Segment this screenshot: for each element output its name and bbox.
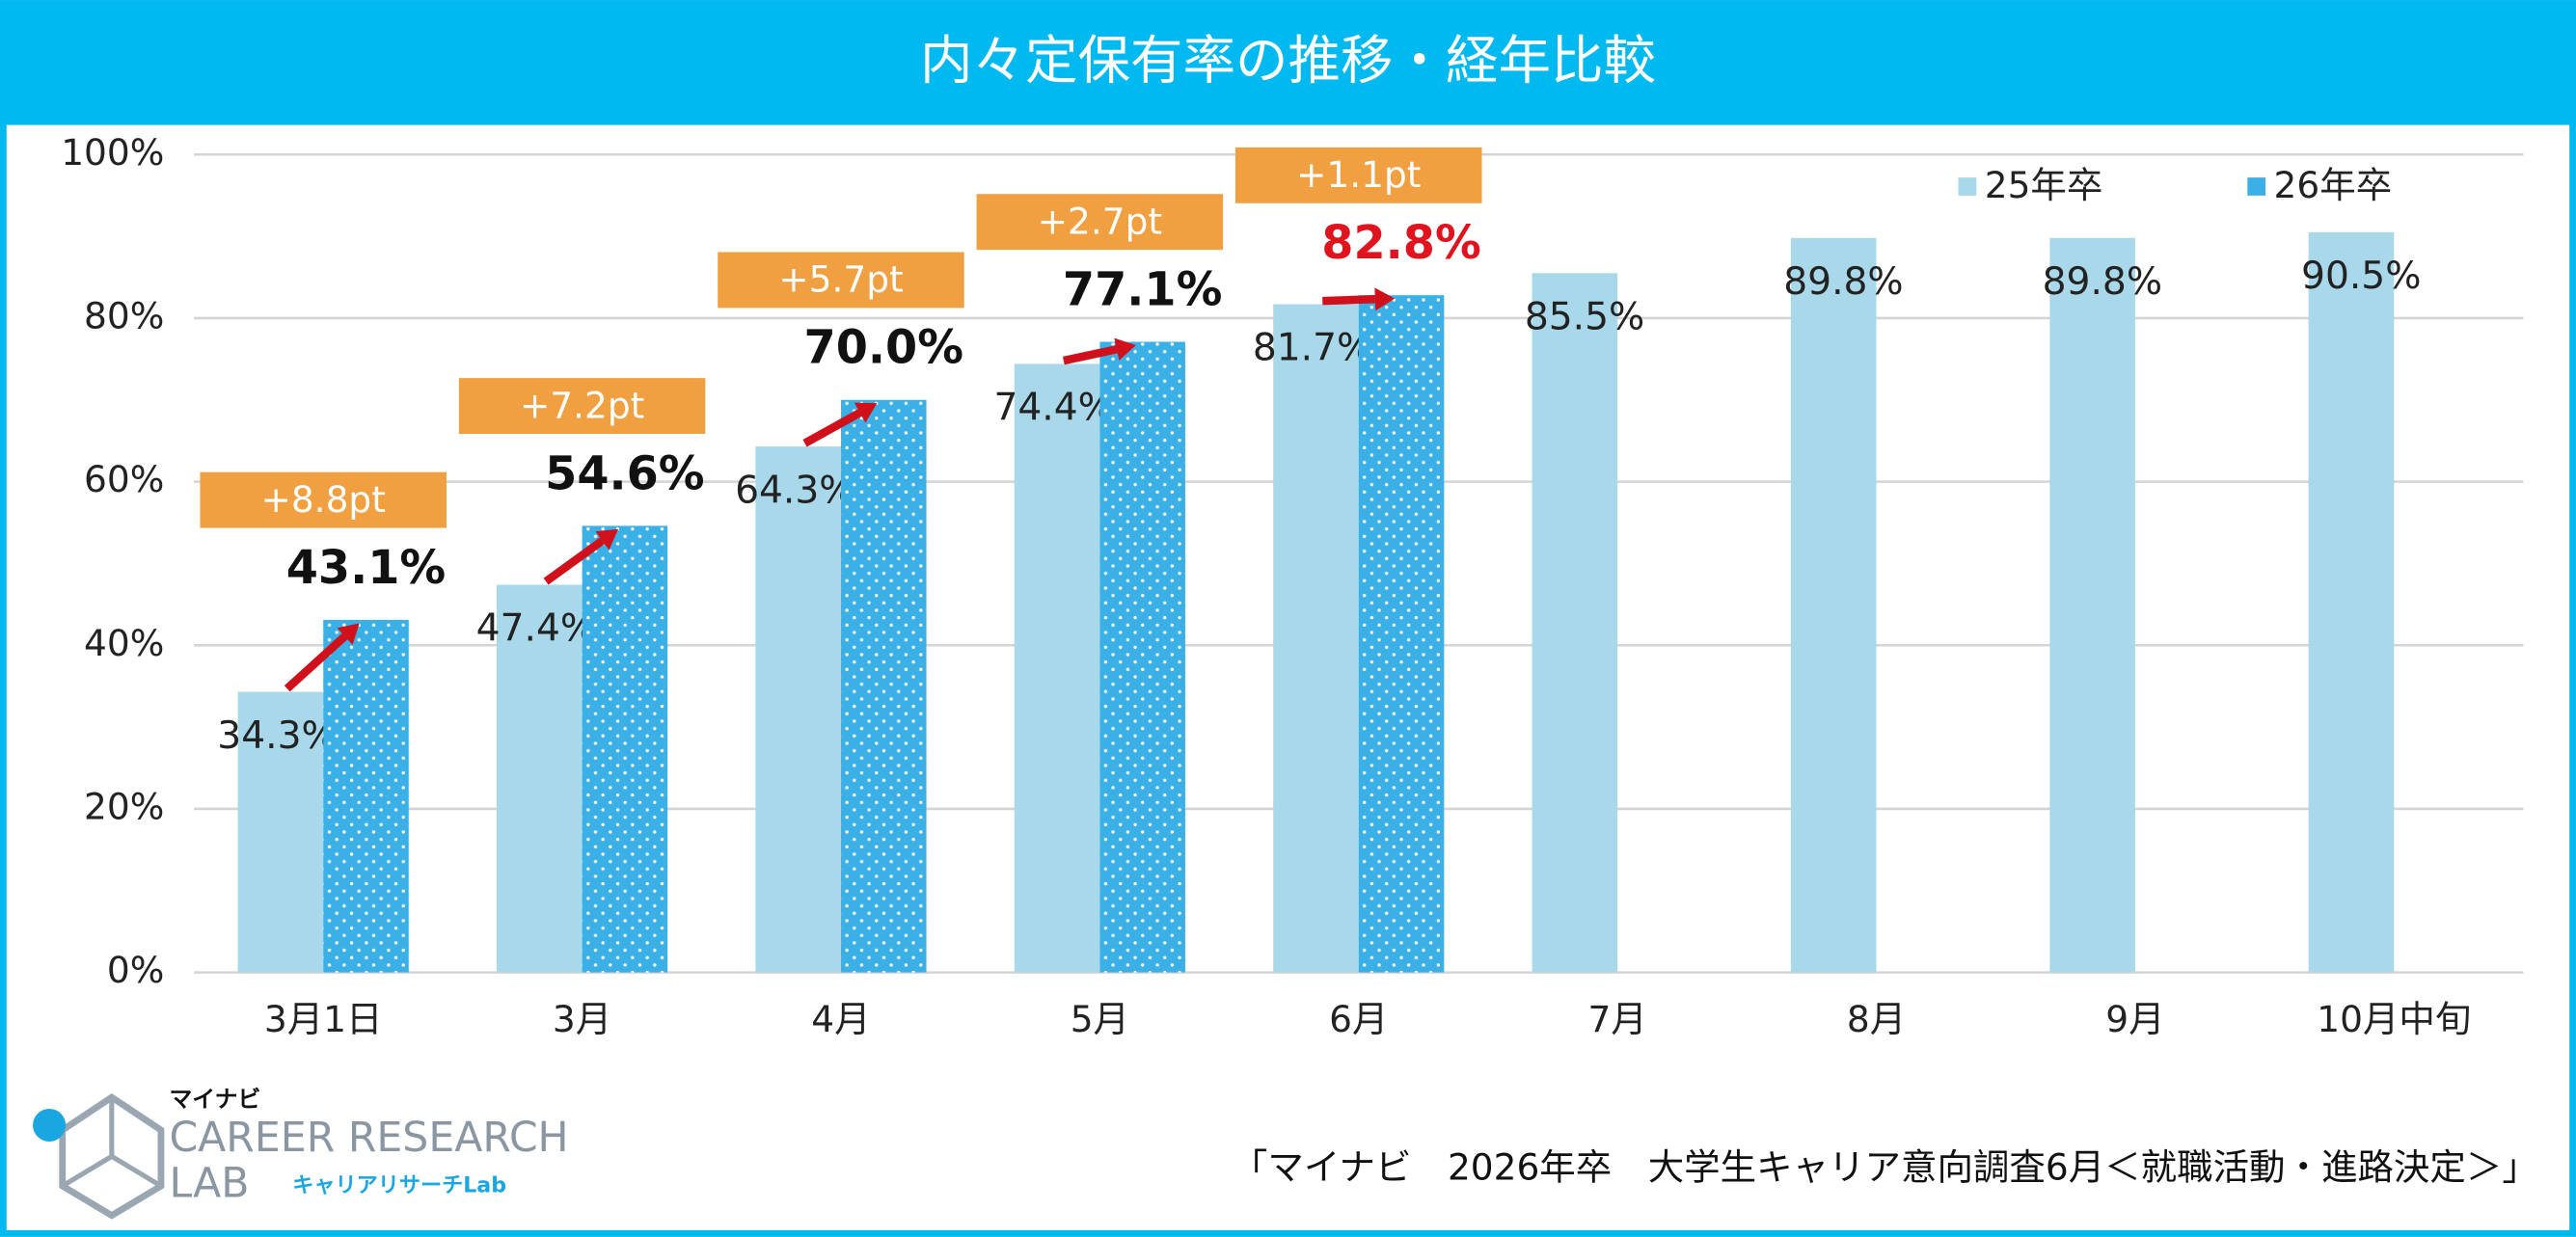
bar-pattern <box>582 525 668 973</box>
y-tick-label: 100% <box>61 131 164 174</box>
bar <box>237 691 324 973</box>
x-tick-label: 3月 <box>553 998 611 1040</box>
bar-pattern <box>1099 341 1185 973</box>
logo-line2: LAB <box>169 1160 249 1208</box>
annotation: +5.7pt <box>778 258 903 301</box>
arrow-shaft <box>1322 295 1375 306</box>
legend-swatch <box>2247 177 2266 196</box>
y-tick-label: 40% <box>84 622 164 664</box>
annotation-box <box>718 252 964 309</box>
value-label: 70.0% <box>804 322 963 375</box>
value-label: 74.4% <box>993 387 1113 430</box>
bar <box>2308 231 2395 973</box>
legend-swatch <box>1958 177 1977 196</box>
value-label: 77.1% <box>1063 263 1222 316</box>
x-tick-label: 4月 <box>811 998 870 1040</box>
bar-pattern <box>323 619 409 973</box>
value-label: 43.1% <box>286 542 446 595</box>
value-label: 90.5% <box>2301 255 2421 298</box>
logo-brand: マイナビ <box>169 1086 260 1113</box>
x-tick-label: 6月 <box>1329 998 1388 1040</box>
logo-sub: キャリアリサーチLab <box>292 1173 506 1198</box>
y-tick-label: 60% <box>84 458 164 500</box>
logo-dot <box>33 1108 67 1143</box>
value-label: 89.8% <box>2043 260 2162 304</box>
y-tick-label: 20% <box>84 785 164 827</box>
source: 「マイナビ 2026年卒 大学生キャリア意向調査6月＜就職活動・進路決定＞」 <box>1232 1146 2538 1189</box>
y-tick-label: 0% <box>107 949 164 991</box>
annotation-box <box>458 378 706 435</box>
value-label: 85.5% <box>1525 295 1644 338</box>
arrow-head <box>595 528 619 551</box>
y-tick-label: 80% <box>84 294 164 336</box>
value-label: 89.8% <box>1783 260 1903 304</box>
x-tick-label: 5月 <box>1071 998 1129 1040</box>
legend-label: 26年卒 <box>2274 164 2393 206</box>
bar <box>497 584 583 973</box>
annotation: +7.2pt <box>520 384 644 426</box>
x-tick-label: 3月1日 <box>264 998 383 1040</box>
bar-pattern <box>840 399 927 973</box>
value-label: 34.3% <box>217 714 337 758</box>
arrow-shaft <box>543 537 606 585</box>
bar <box>1532 273 1618 973</box>
arrow-head <box>854 402 878 423</box>
value-label: 81.7% <box>1253 327 1372 370</box>
value-label: 82.8% <box>1321 217 1480 270</box>
chart-title: 内々定保有率の推移・経年比較 <box>920 30 1656 92</box>
bar <box>1273 304 1359 973</box>
annotation-box <box>976 194 1224 251</box>
arrow-head <box>337 623 360 645</box>
bar <box>755 446 841 973</box>
arrow-shaft <box>802 409 862 447</box>
bar <box>1790 237 1877 973</box>
value-label: 47.4% <box>476 607 596 651</box>
logo-line1: CAREER RESEARCH <box>169 1114 568 1162</box>
bar-pattern <box>1358 295 1445 973</box>
logo-lines <box>61 1097 163 1189</box>
annotation: +1.1pt <box>1296 153 1421 196</box>
value-label: 54.6% <box>545 447 704 500</box>
arrow-head <box>1114 337 1136 361</box>
annotation-box <box>200 471 447 528</box>
bar <box>1014 363 1100 973</box>
x-tick-label: 7月 <box>1587 998 1646 1040</box>
arrow-shaft <box>284 632 348 692</box>
x-tick-label: 8月 <box>1847 998 1906 1040</box>
legend-label: 25年卒 <box>1985 164 2103 206</box>
bar <box>2049 237 2135 973</box>
arrow-shaft <box>1062 345 1118 365</box>
logo: マイナビ CAREER RESEARCH LAB キャリアリサーチLab <box>33 1086 569 1220</box>
value-label: 64.3% <box>735 469 854 512</box>
x-tick-label: 9月 <box>2105 998 2164 1040</box>
annotation: +2.7pt <box>1038 200 1162 242</box>
x-tick-label: 10月中旬 <box>2317 998 2471 1040</box>
arrow-head <box>1374 287 1396 311</box>
annotation: +8.8pt <box>260 478 385 521</box>
header <box>0 0 2576 125</box>
annotation-box <box>1234 147 1482 203</box>
logo-box <box>59 1092 165 1220</box>
